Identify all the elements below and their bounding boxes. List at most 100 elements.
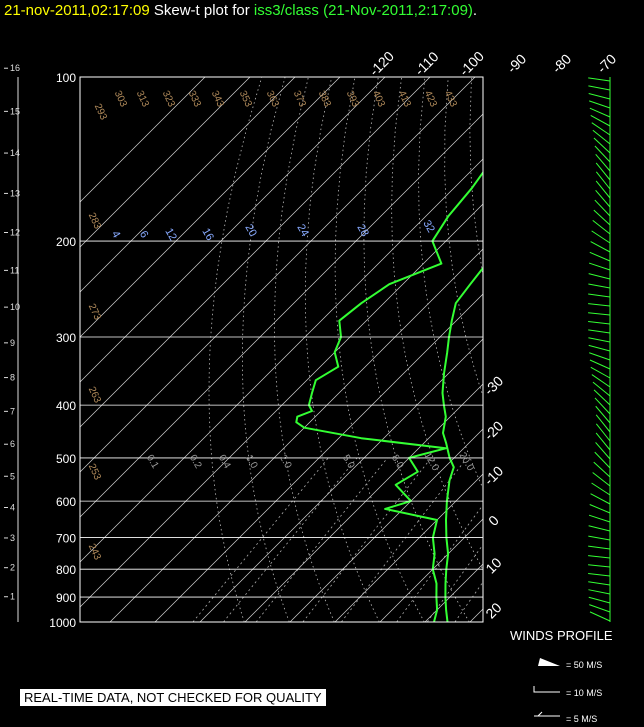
height-tick-label: 10 — [10, 302, 20, 312]
wind-legend-halfbarb-icon — [534, 711, 560, 717]
right-temp-label: 0 — [485, 512, 502, 529]
wind-barb — [589, 352, 611, 361]
upper-axis-label: 6 — [137, 229, 150, 240]
pressure-tick-label: 100 — [56, 71, 76, 85]
wind-barb — [593, 461, 611, 478]
dry-adiabat-label: 243 — [86, 542, 103, 562]
height-tick-label: 16 — [10, 63, 20, 73]
pressure-tick-label: 800 — [56, 563, 76, 577]
upper-axis-label: 28 — [354, 222, 371, 239]
wind-barb — [595, 432, 611, 451]
wind-barb — [595, 405, 611, 424]
mixing-ratio-label: 1.0 — [243, 453, 260, 471]
upper-axis-label: 4 — [109, 229, 122, 240]
wind-barb — [588, 573, 611, 577]
mixing-ratio-label: 0.1 — [144, 453, 161, 471]
wind-barb — [588, 514, 611, 523]
wind-barb — [590, 366, 611, 379]
wind-barb — [595, 171, 611, 190]
wind-barb — [588, 77, 611, 82]
wind-legend-10: = 10 M/S — [566, 688, 603, 698]
isotherm-line — [379, 518, 483, 622]
top-temp-label: -80 — [549, 51, 575, 77]
dry-adiabat-label: 353 — [237, 89, 254, 109]
isotherm-line — [289, 428, 483, 622]
height-tick-label: 2 — [10, 563, 15, 573]
isotherm-line — [109, 248, 483, 622]
dry-adiabat — [418, 77, 483, 490]
dry-adiabat-label: 343 — [209, 89, 226, 109]
mixing-ratio-line — [223, 457, 358, 622]
mixing-ratio-line — [302, 457, 432, 622]
wind-barb — [588, 329, 611, 334]
wind-barb — [590, 114, 611, 127]
top-temp-label: -70 — [594, 51, 620, 77]
wind-barb — [588, 262, 611, 271]
pressure-tick-label: 400 — [56, 399, 76, 413]
wind-barb — [592, 219, 611, 235]
pressure-tick-label: 200 — [56, 235, 76, 249]
dry-adiabat-label: 253 — [86, 462, 103, 482]
height-tick-label: 5 — [10, 471, 15, 481]
dry-adiabat — [588, 77, 644, 622]
dry-adiabat-label: 383 — [316, 89, 333, 109]
isotherm-line — [80, 77, 206, 203]
mixing-ratio-line — [491, 458, 605, 622]
wind-barb — [588, 564, 611, 568]
upper-axis-label: 16 — [199, 226, 216, 243]
height-tick-label: 1 — [10, 592, 15, 602]
wind-barb — [595, 414, 611, 433]
top-temp-label: -60 — [639, 51, 644, 77]
dry-adiabat-label: 263 — [86, 385, 103, 405]
dry-adiabat-label: 293 — [92, 102, 109, 122]
plot-area — [80, 77, 644, 622]
mixing-ratio-line — [454, 581, 483, 622]
right-temp-label: 10 — [482, 554, 504, 576]
dry-adiabat — [541, 77, 644, 622]
sounding-dewpoint — [295, 170, 483, 622]
right-temp-label: -30 — [481, 373, 507, 399]
wind-barb — [588, 589, 611, 595]
height-tick-label: 6 — [10, 439, 15, 449]
isotherm-line — [80, 77, 431, 428]
height-tick-label: 12 — [10, 227, 20, 237]
wind-barb — [595, 153, 611, 172]
dry-adiabat — [518, 77, 644, 622]
wind-barb — [595, 190, 611, 208]
dry-adiabat — [363, 77, 470, 622]
upper-axis-label: 24 — [294, 222, 311, 239]
wind-barb — [589, 504, 611, 514]
dry-adiabat — [495, 77, 644, 622]
wind-barb — [588, 344, 611, 352]
dry-adiabat-label: 313 — [134, 89, 151, 109]
isotherm-line — [199, 338, 483, 622]
wind-barb — [588, 293, 611, 298]
pressure-tick-label: 600 — [56, 495, 76, 509]
wind-barb — [593, 389, 611, 406]
pressure-tick-label: 500 — [56, 452, 76, 466]
wind-barb — [590, 241, 611, 253]
mixing-ratio-line — [341, 457, 468, 622]
upper-axis-label: 32 — [420, 218, 437, 235]
wind-barb — [588, 535, 611, 541]
isotherm-line — [424, 563, 483, 622]
wind-barb — [588, 303, 611, 307]
wind-barb — [589, 100, 611, 109]
right-temp-label: -10 — [481, 463, 507, 489]
wind-barb — [593, 209, 611, 226]
mixing-ratio-line — [192, 457, 329, 622]
mixing-ratio-label: 20.0 — [457, 451, 476, 474]
dry-adiabat — [391, 77, 483, 571]
top-temp-label: -90 — [504, 51, 530, 77]
wind-barb — [591, 122, 611, 136]
wind-barb — [589, 604, 611, 613]
wind-barb — [588, 525, 611, 532]
wind-barb — [588, 555, 611, 559]
dry-adiabat-label: 403 — [370, 89, 387, 109]
wind-barb — [588, 312, 611, 316]
height-tick-label: 13 — [10, 188, 20, 198]
height-tick-label: 7 — [10, 406, 15, 416]
title-station-time: (21-Nov-2011,2:17:09) — [323, 2, 473, 19]
pressure-tick-label: 700 — [56, 532, 76, 546]
wind-barb — [595, 423, 611, 442]
